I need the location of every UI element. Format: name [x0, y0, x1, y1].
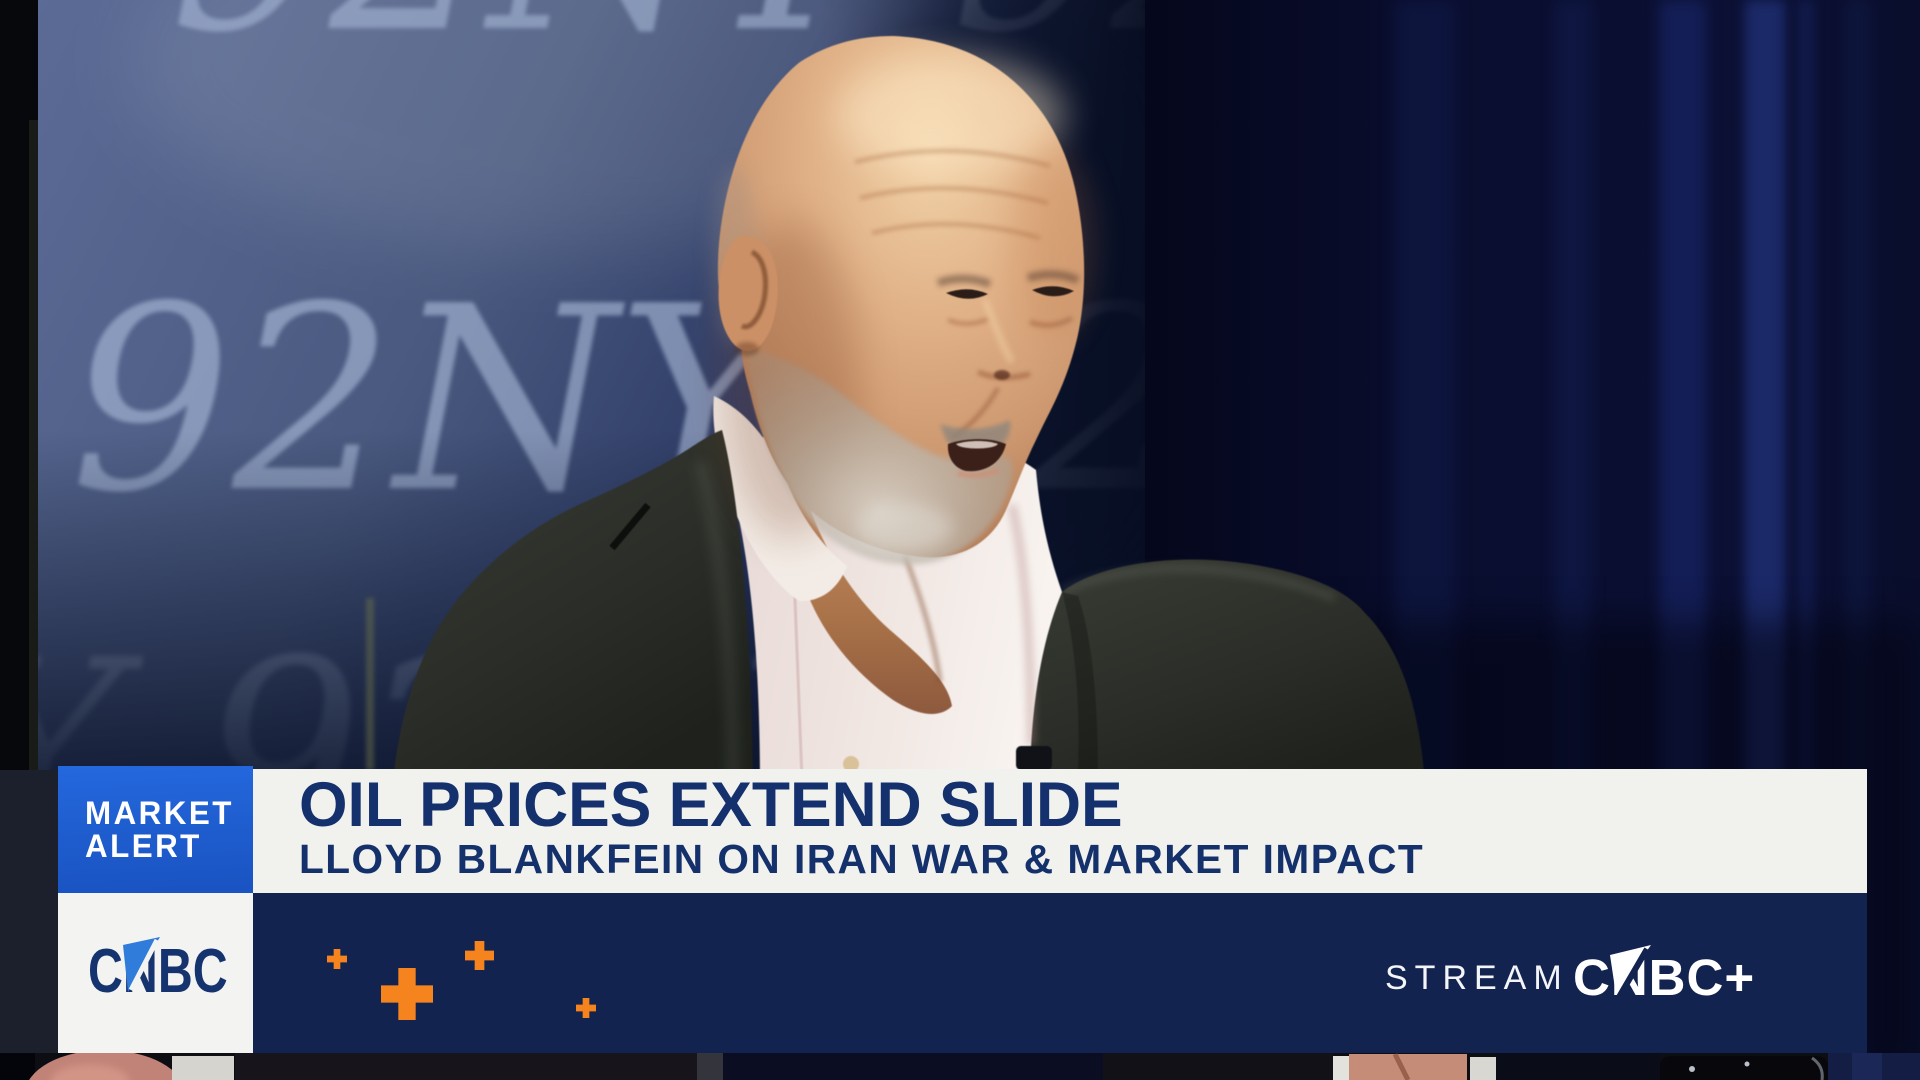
- plus-icon: [576, 998, 596, 1018]
- neck-skin: [787, 468, 952, 714]
- lavalier-mic: [1016, 746, 1052, 770]
- guest-mouth: [947, 439, 1006, 472]
- market-alert-line2: ALERT: [85, 827, 202, 864]
- guest-eye: [946, 289, 988, 299]
- market-alert-badge: MARKET ALERT: [58, 766, 253, 893]
- headline-strip: OIL PRICES EXTEND SLIDE LLOYD BLANKFEIN …: [253, 769, 1867, 893]
- suit-jacket-left: [394, 430, 753, 790]
- stage-floor-shadow: [0, 770, 60, 1080]
- promo-bar: STREAM CNBC+: [253, 893, 1867, 1053]
- shirt-collar: [713, 396, 847, 602]
- cnbc-logo: CNBC: [88, 936, 228, 1005]
- suit-jacket: [1028, 559, 1424, 790]
- market-alert-line1: MARKET: [85, 794, 234, 831]
- plus-icon: [381, 968, 433, 1020]
- guest-eye: [1032, 286, 1074, 297]
- guest-figure: [394, 36, 1424, 790]
- guest-beard: [745, 348, 1013, 565]
- cnbc-plus-logo: CNBC+: [1573, 945, 1755, 1006]
- stream-label: STREAM: [1385, 959, 1569, 997]
- plus-icon: [327, 949, 347, 969]
- network-logo-box: CNBC: [58, 893, 253, 1053]
- subheadline-text: LLOYD BLANKFEIN ON IRAN WAR & MARKET IMP…: [299, 836, 1425, 882]
- plus-icon: [465, 941, 494, 970]
- cnbc-logo-text: CNBC: [88, 936, 228, 1005]
- foreground-bottom-strip: [0, 1050, 1920, 1080]
- cnbc-plus-text: CNBC+: [1573, 949, 1755, 1006]
- headline-text: OIL PRICES EXTEND SLIDE: [299, 770, 1123, 840]
